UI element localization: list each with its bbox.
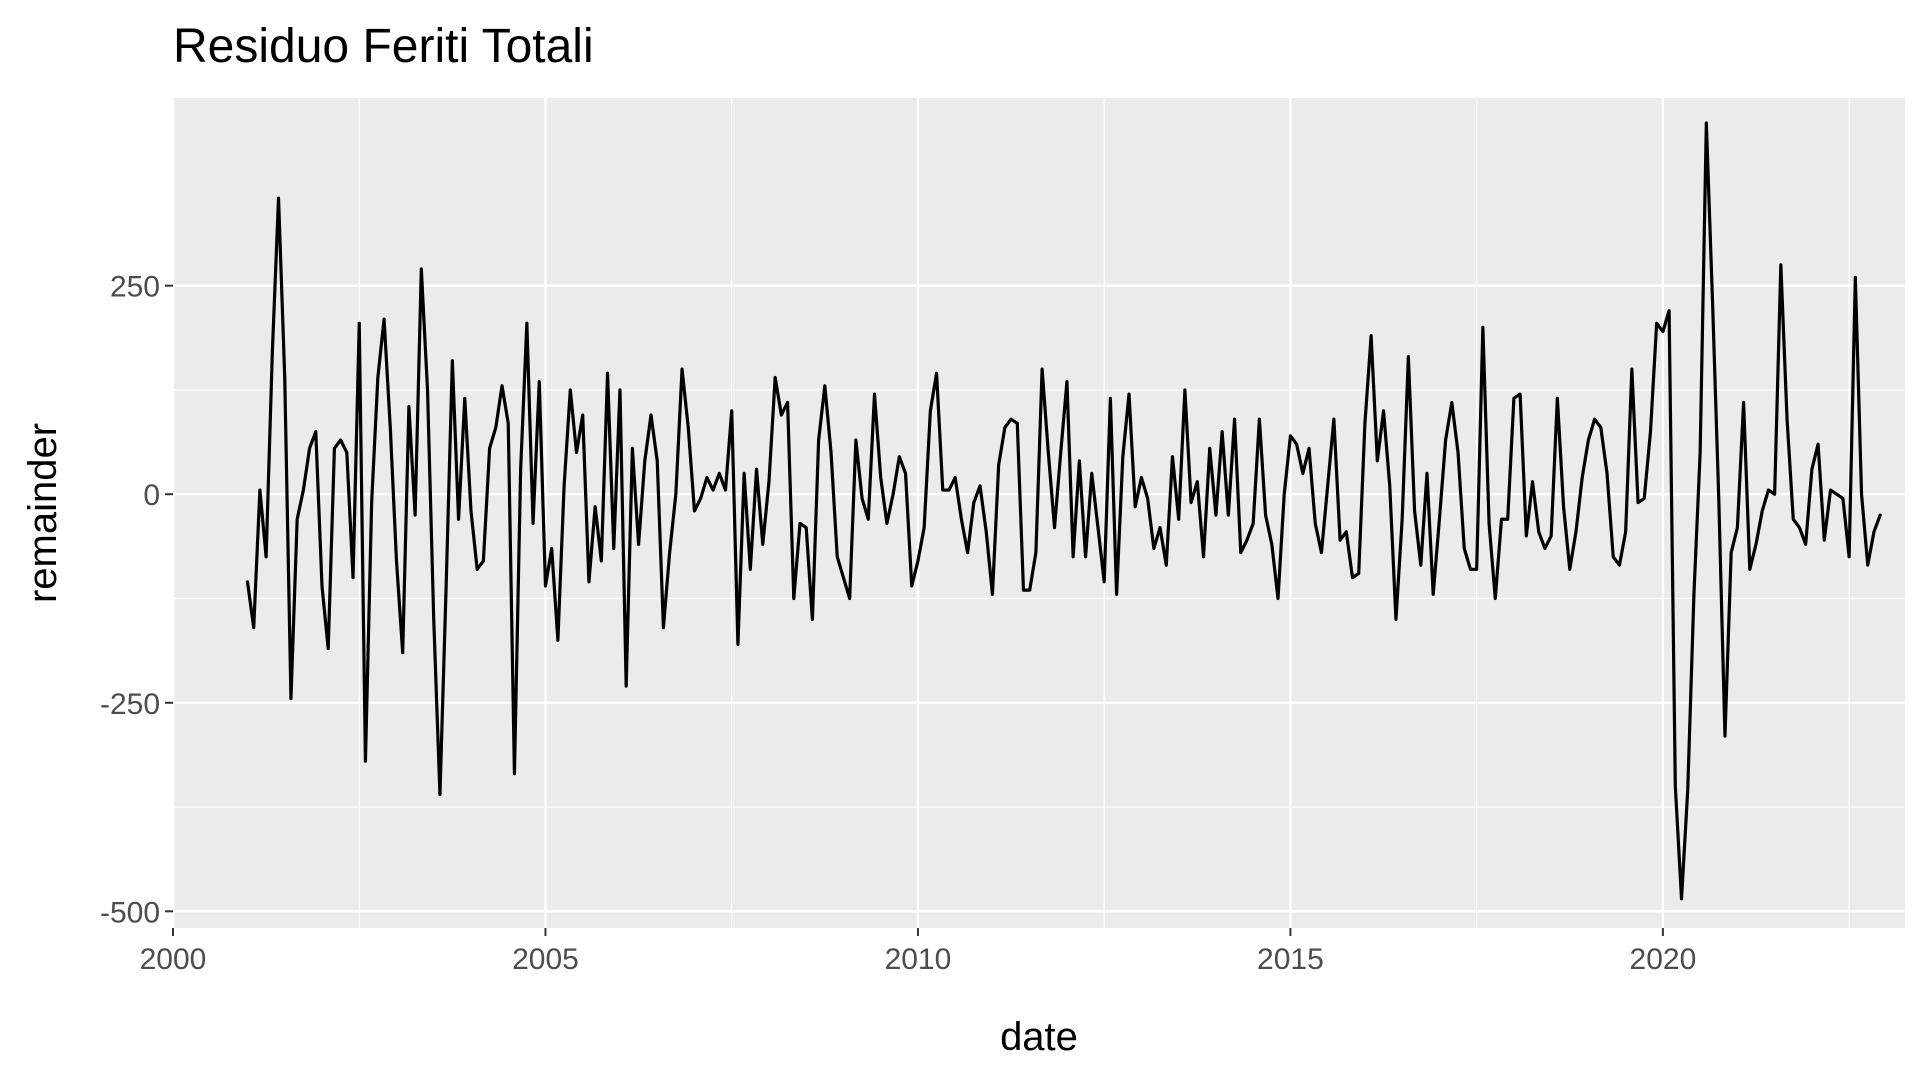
x-tick-label: 2015 [1257, 943, 1324, 976]
series-line [245, 121, 1882, 901]
x-axis-label: date [1000, 1015, 1078, 1059]
x-axis: 2000 2005 2010 2015 2020 [140, 928, 1697, 976]
grid-major [171, 98, 1905, 928]
x-tick-label: 2005 [512, 943, 579, 976]
x-tick-label: 2010 [885, 943, 952, 976]
y-tick-label: -250 [100, 688, 160, 721]
plot-panel [173, 98, 1905, 928]
y-axis: 250 0 -250 -500 [100, 271, 173, 929]
y-axis-label: remainder [21, 423, 65, 603]
y-tick-label: 250 [110, 271, 160, 304]
x-tick-label: 2000 [140, 943, 207, 976]
y-tick-label: -500 [100, 896, 160, 929]
x-tick-label: 2020 [1630, 943, 1697, 976]
chart-title: Residuo Feriti Totali [173, 20, 594, 73]
grid-minor [173, 98, 1905, 928]
y-tick-label: 0 [143, 479, 160, 512]
